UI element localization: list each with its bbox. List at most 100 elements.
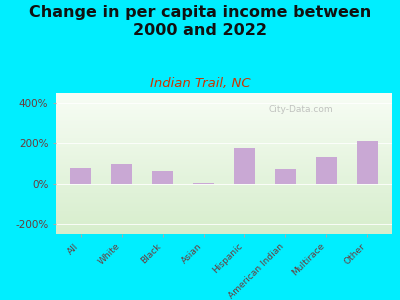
Bar xyxy=(56,217,392,218)
Bar xyxy=(56,178,392,179)
Bar xyxy=(56,185,392,186)
Bar xyxy=(56,133,392,134)
Bar xyxy=(56,227,392,228)
Bar xyxy=(56,157,392,158)
Bar xyxy=(56,109,392,110)
Bar xyxy=(56,168,392,169)
Bar xyxy=(56,94,392,96)
Bar xyxy=(56,161,392,162)
Bar xyxy=(56,230,392,231)
Bar xyxy=(56,142,392,144)
Bar xyxy=(56,183,392,184)
Bar xyxy=(56,170,392,172)
Bar xyxy=(56,125,392,127)
Bar xyxy=(56,192,392,193)
Bar xyxy=(56,118,392,120)
Text: City-Data.com: City-Data.com xyxy=(269,105,334,114)
Bar xyxy=(56,188,392,189)
Bar xyxy=(56,212,392,213)
Bar xyxy=(56,199,392,200)
Bar xyxy=(56,107,392,109)
Bar xyxy=(56,135,392,137)
Bar xyxy=(56,159,392,161)
Bar xyxy=(56,200,392,202)
Bar xyxy=(56,208,392,210)
Bar xyxy=(56,101,392,103)
Bar xyxy=(56,134,392,135)
Bar xyxy=(56,172,392,173)
Bar xyxy=(56,140,392,141)
Bar xyxy=(56,116,392,117)
Bar xyxy=(56,128,392,130)
Bar xyxy=(56,182,392,183)
Bar xyxy=(56,189,392,190)
Text: Indian Trail, NC: Indian Trail, NC xyxy=(150,76,250,89)
Bar xyxy=(56,202,392,203)
Bar xyxy=(56,152,392,154)
Bar xyxy=(56,173,392,175)
Bar xyxy=(56,103,392,104)
Bar xyxy=(56,123,392,124)
Bar xyxy=(56,131,392,133)
Bar xyxy=(275,169,296,184)
Bar xyxy=(56,104,392,106)
Bar xyxy=(56,175,392,176)
Bar xyxy=(56,176,392,178)
Bar xyxy=(56,155,392,157)
Bar xyxy=(56,190,392,192)
Bar xyxy=(56,138,392,140)
Bar xyxy=(56,203,392,204)
Bar xyxy=(56,232,392,234)
Bar xyxy=(56,154,392,155)
Bar xyxy=(56,213,392,214)
Bar xyxy=(111,164,132,184)
Bar xyxy=(56,210,392,212)
Bar xyxy=(56,162,392,164)
Bar xyxy=(56,158,392,159)
Bar xyxy=(56,141,392,142)
Bar xyxy=(56,97,392,99)
Bar xyxy=(56,149,392,151)
Bar xyxy=(234,148,255,184)
Bar xyxy=(56,204,392,206)
Bar xyxy=(56,196,392,197)
Bar xyxy=(56,226,392,227)
Bar xyxy=(56,117,392,118)
Bar xyxy=(56,100,392,101)
Bar xyxy=(152,170,173,184)
Bar xyxy=(56,121,392,123)
Bar xyxy=(56,214,392,216)
Bar xyxy=(56,99,392,100)
Text: Change in per capita income between
2000 and 2022: Change in per capita income between 2000… xyxy=(29,4,371,38)
Bar xyxy=(56,147,392,148)
Bar xyxy=(56,220,392,221)
Bar xyxy=(56,194,392,196)
Bar xyxy=(56,186,392,188)
Bar xyxy=(56,151,392,152)
Bar xyxy=(56,106,392,107)
Bar xyxy=(56,144,392,145)
Bar xyxy=(56,207,392,208)
Bar xyxy=(56,114,392,116)
Bar xyxy=(56,145,392,147)
Bar xyxy=(56,223,392,224)
Bar xyxy=(56,197,392,199)
Bar xyxy=(316,158,337,184)
Bar xyxy=(56,113,392,114)
Bar xyxy=(56,221,392,223)
Bar xyxy=(56,169,392,170)
Bar xyxy=(56,96,392,97)
Bar xyxy=(193,183,214,184)
Bar xyxy=(56,193,392,194)
Bar xyxy=(56,206,392,207)
Bar xyxy=(70,167,91,184)
Bar xyxy=(56,179,392,180)
Bar xyxy=(56,137,392,138)
Bar xyxy=(56,224,392,226)
Bar xyxy=(56,120,392,121)
Bar xyxy=(56,165,392,166)
Bar xyxy=(56,231,392,232)
Bar xyxy=(56,127,392,128)
Bar xyxy=(357,141,378,184)
Bar xyxy=(56,228,392,230)
